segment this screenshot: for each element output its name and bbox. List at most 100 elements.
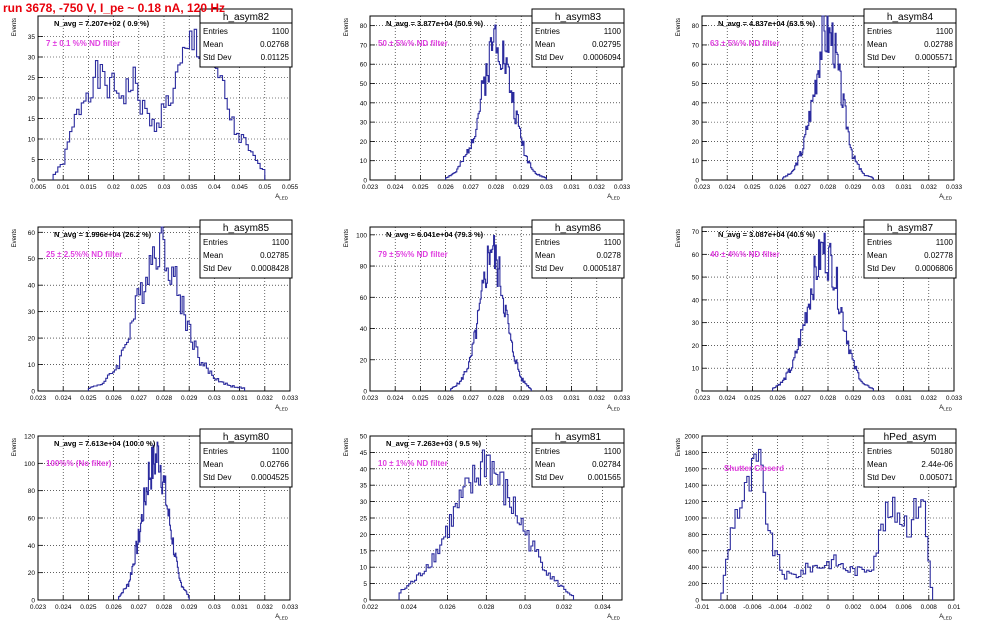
x-axis-label: ALED bbox=[275, 405, 289, 412]
data-point bbox=[62, 163, 64, 165]
navg-label: N_avg = 3.087e+04 (40.5 %) bbox=[718, 230, 816, 239]
data-point bbox=[884, 517, 886, 519]
x-tick-label: 0.03 bbox=[519, 604, 532, 611]
histogram-pad-h_asym86[interactable]: 0.023 0.024 0.025 0.026 0.027 0.028 0.029 0.03 0… bbox=[344, 219, 631, 412]
x-tick-label: 0.032 bbox=[257, 395, 274, 402]
x-tick-label: 0.024 bbox=[719, 395, 736, 402]
histogram-pad-h_asym87[interactable]: 0.023 0.024 0.025 0.026 0.027 0.028 0.029 0.03 0… bbox=[676, 219, 963, 412]
filter-note: 10 ± 1%% ND filter bbox=[378, 459, 448, 468]
data-point bbox=[148, 263, 150, 265]
x-tick-label: 0.024 bbox=[387, 395, 404, 402]
stats-key: Entries bbox=[867, 27, 892, 36]
x-axis-label: ALED bbox=[939, 614, 953, 621]
data-point bbox=[465, 156, 467, 158]
data-point bbox=[932, 599, 934, 601]
stats-value: 0.0005571 bbox=[915, 53, 953, 62]
y-tick-label: 400 bbox=[688, 565, 699, 572]
data-point bbox=[229, 385, 231, 387]
y-tick-label: 40 bbox=[28, 543, 36, 550]
histogram-name: h_asym86 bbox=[555, 223, 602, 234]
y-tick-label: 60 bbox=[360, 62, 368, 69]
x-tick-label: -0.01 bbox=[695, 604, 710, 611]
x-tick-label: 0.028 bbox=[488, 184, 505, 191]
y-tick-label: 5 bbox=[363, 581, 367, 588]
y-tick-label: 60 bbox=[692, 252, 700, 259]
x-tick-label: 0.031 bbox=[563, 184, 580, 191]
data-point bbox=[792, 365, 794, 367]
y-tick-label: 0 bbox=[31, 178, 35, 185]
histogram-series-h_asym85 bbox=[87, 226, 246, 391]
data-point bbox=[153, 126, 155, 128]
x-tick-label: 0.028 bbox=[488, 395, 505, 402]
y-tick-label: 60 bbox=[360, 295, 368, 302]
y-tick-label: 1400 bbox=[685, 483, 700, 490]
y-tick-label: 25 bbox=[360, 516, 368, 523]
y-tick-label: 0 bbox=[31, 598, 35, 605]
data-point bbox=[455, 171, 457, 173]
y-tick-label: 80 bbox=[360, 23, 368, 30]
x-tick-label: 0.027 bbox=[463, 184, 480, 191]
data-point bbox=[490, 240, 492, 242]
x-tick-label: 0.026 bbox=[437, 395, 454, 402]
histogram-series-hPed_asym bbox=[720, 448, 934, 600]
stats-value: 2.44e-06 bbox=[921, 460, 953, 469]
x-tick-label: 0.032 bbox=[589, 395, 606, 402]
y-tick-label: 10 bbox=[360, 158, 368, 165]
stats-key: Std Dev bbox=[867, 473, 895, 482]
data-point bbox=[859, 571, 861, 573]
filter-note: 7 ± 0.1 %% ND filter bbox=[46, 39, 120, 48]
filter-note: 50 ± 5%% ND filter bbox=[378, 39, 448, 48]
stats-box bbox=[531, 428, 625, 488]
x-tick-label: 0.024 bbox=[401, 604, 418, 611]
x-tick-label: 0.029 bbox=[181, 604, 198, 611]
histogram-series-h_asym87 bbox=[772, 232, 874, 391]
y-axis-label: Events bbox=[676, 18, 682, 36]
data-point bbox=[553, 580, 555, 582]
y-tick-label: 20 bbox=[692, 343, 700, 350]
stats-value: 0.02785 bbox=[260, 251, 289, 260]
histogram-name: h_asym84 bbox=[887, 12, 934, 23]
y-tick-label: 5 bbox=[31, 157, 35, 164]
y-tick-label: 20 bbox=[360, 357, 368, 364]
data-point bbox=[783, 575, 785, 577]
x-tick-label: 0.028 bbox=[478, 604, 495, 611]
histogram-pad-h_asym83[interactable]: 0.023 0.024 0.025 0.026 0.027 0.028 0.029 0.03 0… bbox=[344, 8, 631, 201]
histogram-pad-h_asym81[interactable]: 0.022 0.024 0.026 0.028 0.03 0.032 0.034 0 5 10 15… bbox=[344, 428, 625, 621]
stats-value: 0.02778 bbox=[924, 251, 953, 260]
data-point bbox=[143, 110, 145, 112]
x-tick-label: 0.02 bbox=[107, 184, 120, 191]
x-tick-label: 0.022 bbox=[362, 604, 379, 611]
histogram-pad-h_asym84[interactable]: 0.023 0.024 0.025 0.026 0.027 0.028 0.029 0.03 0… bbox=[676, 8, 963, 201]
y-tick-label: 0 bbox=[363, 178, 367, 185]
data-point bbox=[852, 363, 854, 365]
stats-key: Mean bbox=[867, 40, 887, 49]
y-tick-label: 50 bbox=[692, 275, 700, 282]
stats-value: 1100 bbox=[936, 27, 954, 36]
stats-value: 0.001565 bbox=[588, 473, 622, 482]
histogram-pad-hPed_asym[interactable]: -0.01 -0.008 -0.006 -0.004 -0.002 0 0.002 0.004… bbox=[676, 428, 961, 621]
y-tick-label: 30 bbox=[360, 499, 368, 506]
data-point bbox=[418, 576, 420, 578]
y-tick-label: 0 bbox=[695, 598, 699, 605]
y-tick-label: 10 bbox=[28, 137, 36, 144]
y-tick-label: 30 bbox=[360, 120, 368, 127]
stats-value: 1100 bbox=[272, 447, 290, 456]
x-tick-label: 0.024 bbox=[387, 184, 404, 191]
stats-key: Entries bbox=[867, 238, 892, 247]
histogram-pad-h_asym85[interactable]: 0.023 0.024 0.025 0.026 0.027 0.028 0.029 0.03 0… bbox=[12, 219, 299, 412]
stats-key: Entries bbox=[203, 447, 228, 456]
x-tick-label: -0.008 bbox=[718, 604, 737, 611]
data-point bbox=[505, 63, 507, 65]
y-tick-label: 10 bbox=[692, 158, 700, 165]
histogram-name: h_asym83 bbox=[555, 12, 602, 23]
data-point bbox=[515, 116, 517, 118]
stats-box bbox=[531, 219, 625, 279]
histogram-pad-h_asym82[interactable]: 0.005 0.01 0.015 0.02 0.025 0.03 0.035 0.04 0.04… bbox=[12, 8, 299, 201]
histogram-pad-h_asym80[interactable]: 0.023 0.024 0.025 0.026 0.027 0.028 0.029 0.03 0… bbox=[12, 428, 299, 621]
data-point bbox=[821, 565, 823, 567]
stats-key: Entries bbox=[203, 238, 228, 247]
data-point bbox=[476, 478, 478, 480]
x-tick-label: 0.03 bbox=[540, 395, 553, 402]
data-point bbox=[72, 126, 74, 128]
x-tick-label: 0.008 bbox=[921, 604, 938, 611]
